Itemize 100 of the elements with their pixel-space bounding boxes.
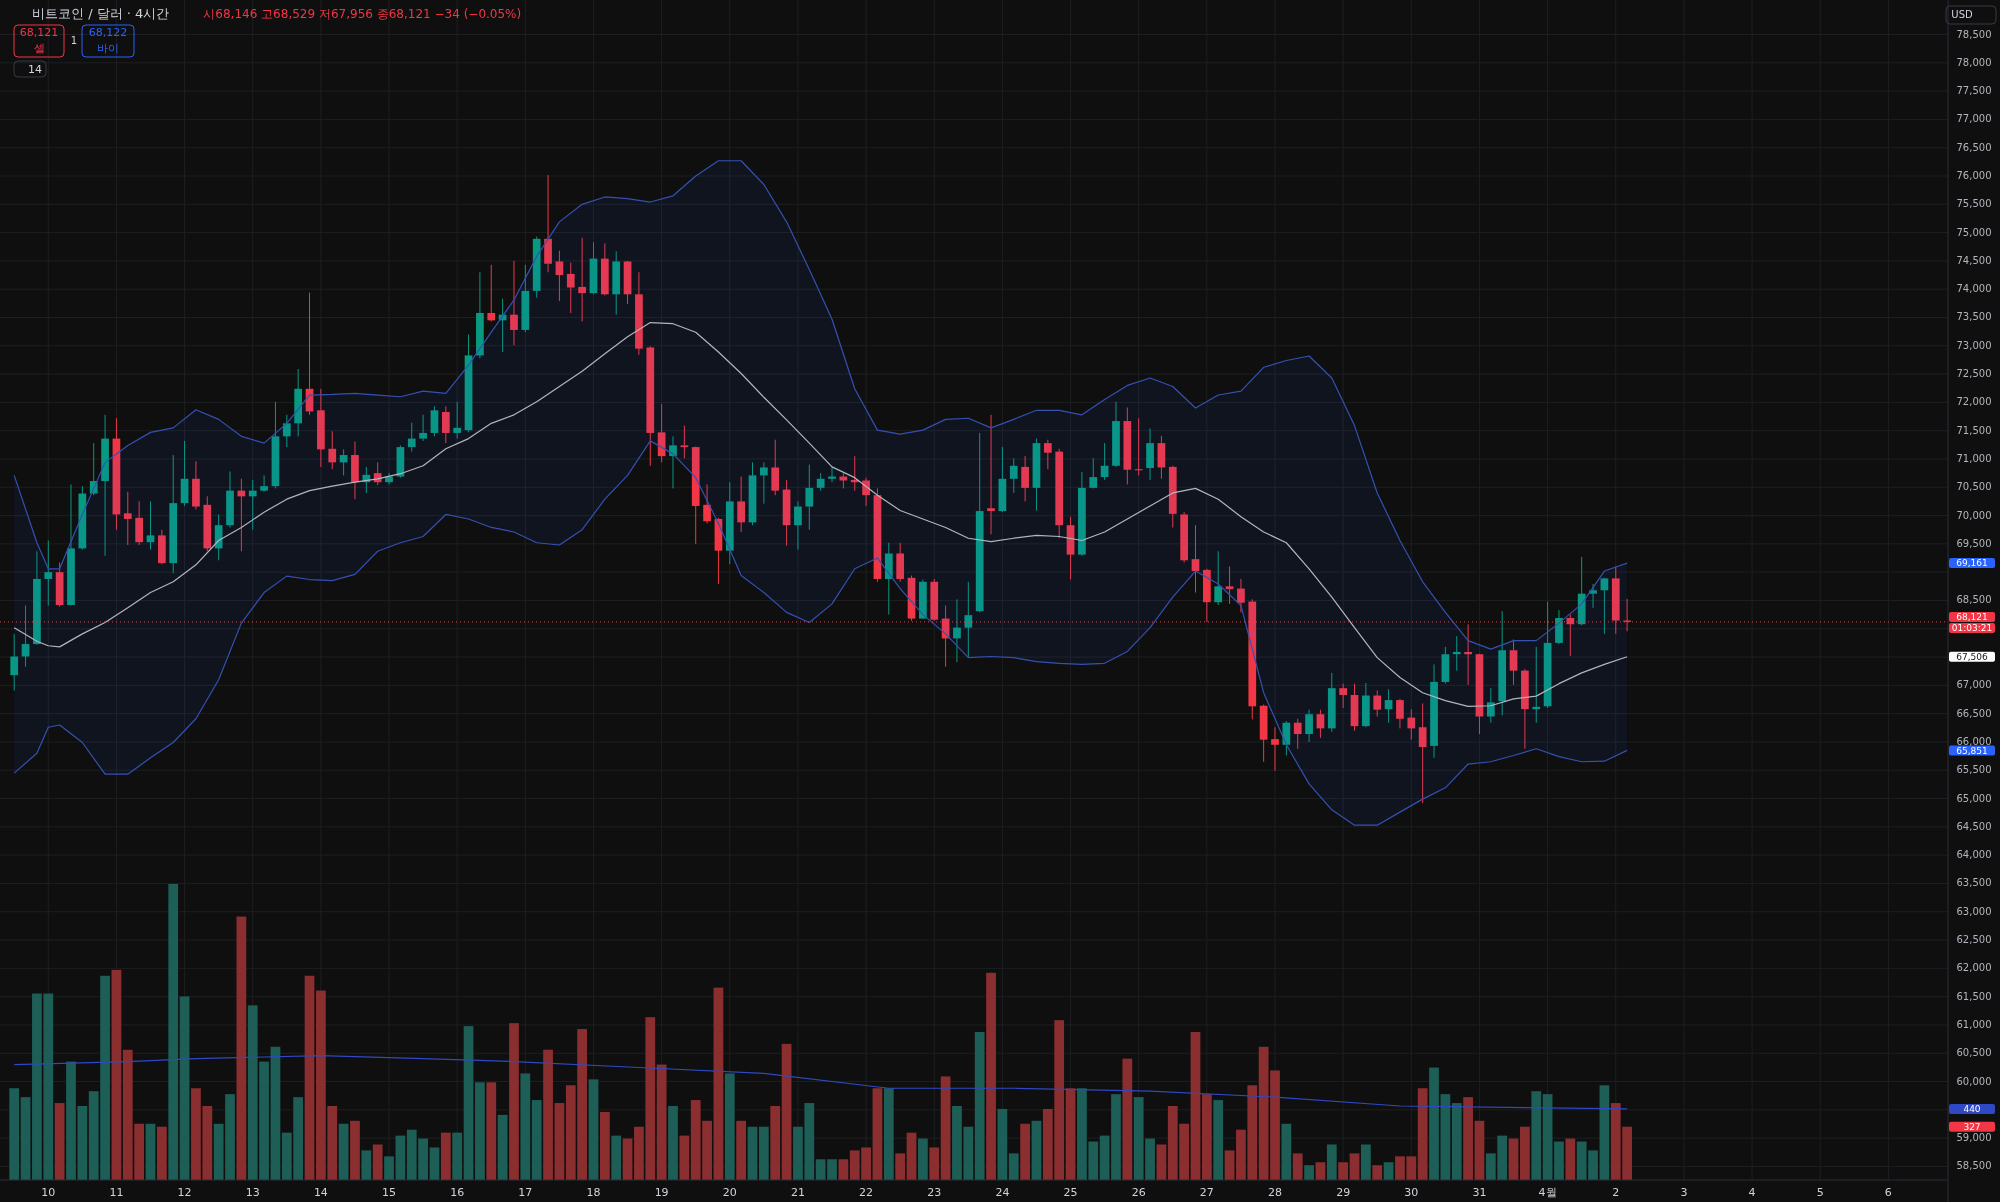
- candlestick: [441, 405, 450, 444]
- candlestick: [1407, 708, 1416, 741]
- candlestick: [44, 539, 53, 607]
- bar: [440, 1132, 451, 1180]
- x-tick-label: 30: [1404, 1186, 1419, 1199]
- bar: [168, 884, 179, 1180]
- bar: [452, 1132, 463, 1180]
- bar: [1372, 1165, 1383, 1180]
- candlestick: [566, 262, 575, 314]
- bar: [588, 1079, 599, 1180]
- y-tick-label: 74,500: [1956, 254, 1992, 266]
- x-tick-label: 12: [177, 1186, 192, 1199]
- y-tick-label: 69,500: [1956, 537, 1992, 549]
- bar: [1565, 1138, 1576, 1180]
- text: 시68,146 고68,529 저67,956 종68,121 −34 (−0.05%): [203, 7, 522, 21]
- text: 비트코인 / 달러 · 4시간: [32, 6, 170, 21]
- bar: [1520, 1126, 1530, 1180]
- bar: [304, 975, 315, 1180]
- bar: [54, 1103, 65, 1180]
- candlestick: [1021, 455, 1029, 502]
- candlestick: [430, 405, 439, 437]
- candlestick: [123, 491, 132, 546]
- bar: [1349, 1153, 1360, 1180]
- candlestick: [1237, 578, 1245, 613]
- candlestick: [487, 264, 496, 322]
- annotation: 셀: [33, 42, 45, 55]
- y-tick-label: 65,000: [1956, 792, 1992, 804]
- bar: [1156, 1144, 1167, 1180]
- bar: [599, 1111, 610, 1180]
- bar: [509, 1023, 519, 1180]
- candlestick: [1339, 683, 1348, 709]
- ref-line-label: 68,121: [1956, 612, 1988, 623]
- candlestick: [1043, 439, 1052, 470]
- bar: [145, 1123, 156, 1180]
- candlestick: [703, 483, 711, 524]
- y-tick-label: 76,000: [1956, 170, 1992, 182]
- bar: [372, 1144, 383, 1180]
- y-tick-label: 66,000: [1956, 735, 1992, 747]
- candlestick: [1589, 583, 1597, 609]
- y-tick-label: 70,500: [1956, 481, 1992, 493]
- y-tick-label: 62,500: [1956, 934, 1992, 946]
- candlestick: [1009, 457, 1018, 494]
- y-tick-label: 78,500: [1956, 28, 1992, 40]
- candlestick: [1316, 709, 1325, 739]
- x-tick-label: 13: [245, 1186, 260, 1199]
- candlestick: [669, 435, 677, 489]
- y-tick-label: 77,000: [1956, 113, 1992, 125]
- candlestick: [953, 598, 961, 663]
- bar: [895, 1153, 906, 1180]
- x-tick-label: 23: [927, 1186, 942, 1199]
- bar: [1599, 1085, 1610, 1180]
- candlestick: [1214, 550, 1223, 606]
- bar: [463, 1026, 474, 1180]
- x-tick-label: 6: [1884, 1186, 1892, 1199]
- candlestick: [1225, 566, 1234, 605]
- x-tick-label: 24: [995, 1186, 1010, 1199]
- bar: [1304, 1165, 1314, 1180]
- x-tick-label: 18: [586, 1186, 601, 1199]
- candlestick: [828, 466, 836, 483]
- candlestick: [657, 403, 666, 463]
- bar: [679, 1135, 690, 1180]
- bar: [747, 1126, 758, 1180]
- bar: [1338, 1162, 1349, 1180]
- annotation: 1: [70, 35, 78, 46]
- bar: [1008, 1153, 1019, 1180]
- candlestick: [1532, 646, 1541, 724]
- bar: [384, 1156, 394, 1180]
- bar: [1451, 1103, 1462, 1180]
- text: USD: [1951, 9, 1973, 20]
- bar: [724, 1073, 735, 1180]
- bar: [486, 1082, 497, 1180]
- candlestick: [760, 461, 768, 505]
- bar: [429, 1147, 440, 1180]
- x-tick-label: 20: [722, 1186, 737, 1199]
- x-tick-label: 2: [1612, 1186, 1620, 1199]
- candlestick: [1293, 718, 1302, 750]
- x-tick-label: 11: [109, 1186, 124, 1199]
- candlestick: [805, 464, 814, 531]
- bar: [1213, 1100, 1224, 1180]
- candlestick: [10, 633, 19, 691]
- candlestick: [328, 430, 337, 470]
- x-tick-label: 5: [1816, 1186, 1824, 1199]
- candlestick: [1373, 689, 1382, 717]
- bar: [20, 1097, 31, 1180]
- candlestick: [1271, 726, 1279, 772]
- candlestick: [1486, 687, 1495, 724]
- y-tick-label: 65,500: [1956, 764, 1992, 776]
- annotation: 14: [28, 63, 42, 76]
- y-tick-label: 68,500: [1956, 594, 1992, 606]
- candlestick: [794, 500, 802, 551]
- x-tick-label: 27: [1199, 1186, 1214, 1199]
- bar: [758, 1126, 769, 1180]
- y-tick-label: 71,500: [1956, 424, 1992, 436]
- candlestick: [146, 500, 155, 551]
- bar: [713, 987, 724, 1180]
- bar: [781, 1043, 792, 1180]
- bar: [1190, 1032, 1201, 1180]
- candlestick: [737, 476, 746, 533]
- y-tick-label: 61,000: [1956, 1018, 1992, 1030]
- bar: [1122, 1058, 1133, 1180]
